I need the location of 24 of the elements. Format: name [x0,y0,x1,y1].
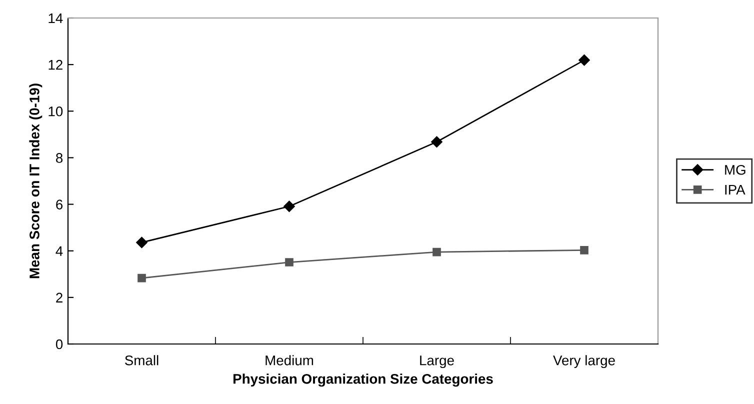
y-tick-label: 0 [56,339,63,350]
y-axis-title: Mean Score on IT Index (0-19) [29,84,42,278]
point [578,54,590,66]
y-tick-label: 8 [56,153,63,163]
x-tick-label: Large [420,356,454,368]
y-tick-label: 6 [56,200,63,210]
point [285,258,294,266]
point [138,274,146,282]
legend-label: IPA [725,184,746,195]
point [136,236,148,248]
x-tick-label: Small [125,355,158,366]
x-axis-title: Physician Organization Size Categories [234,374,493,387]
x-tick-label: Medium [266,355,314,366]
y-tick-label: 14 [48,13,63,24]
point [284,200,295,212]
legend-label: MG [725,164,746,175]
point [580,246,588,254]
point [432,248,441,256]
y-tick-label: 12 [48,60,62,70]
y-tick-label: 2 [56,292,62,302]
point [431,136,442,148]
y-tick-label: 4 [56,246,63,256]
x-tick-label: Very large [553,355,615,368]
y-tick-label: 10 [48,106,63,116]
